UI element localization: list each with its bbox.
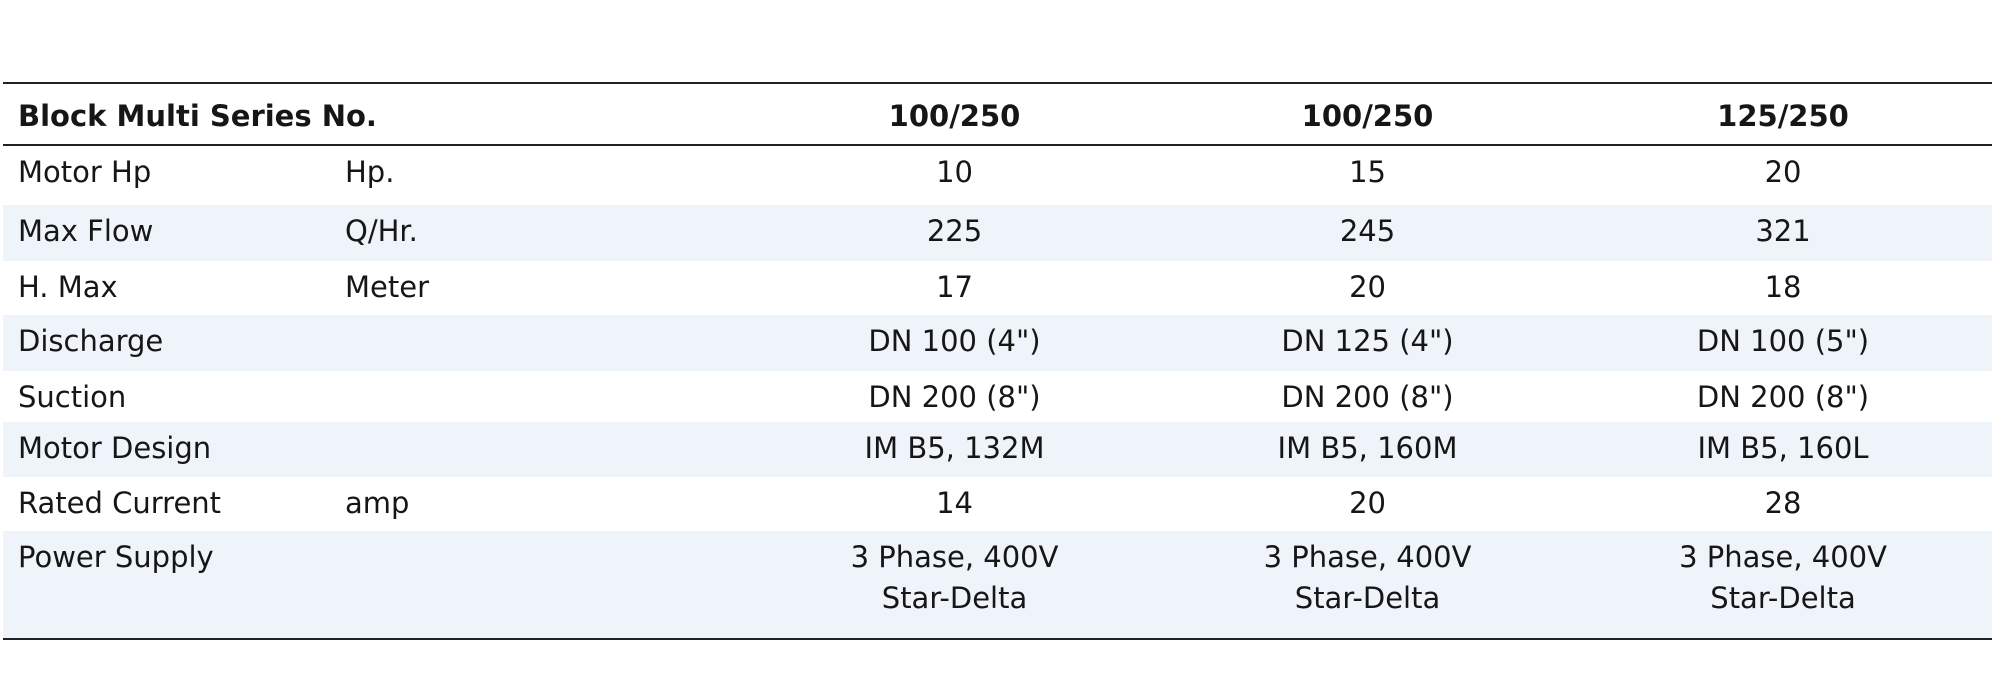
row-unit: amp: [345, 486, 410, 520]
spec-table: Block Multi Series No. 100/250 100/250 125…: [3, 82, 1993, 640]
row-unit: [330, 315, 748, 371]
row-label: Suction: [18, 380, 127, 414]
table-row: Max Flow Q/Hr. 225 245 321: [3, 205, 1993, 261]
row-label: Rated Current: [18, 486, 222, 520]
table-row: Motor Design IM B5, 132M IM B5, 160M IM B5,…: [3, 422, 1993, 477]
header-row: Block Multi Series No. 100/250 100/250 125…: [3, 83, 1993, 145]
cell-value: 15: [1349, 155, 1386, 189]
row-unit: Q/Hr.: [345, 214, 418, 248]
table-row: Rated Current amp 14 20 28: [3, 477, 1992, 531]
cell-value: 3 Phase, 400V Star-Delta: [850, 540, 1059, 615]
cell-value: DN 200 (8"): [868, 380, 1041, 414]
table-row: Motor Hp Hp. 10 15 20: [3, 145, 1992, 205]
row-unit: [330, 422, 748, 477]
row-unit: [330, 531, 748, 639]
row-label: H. Max: [18, 270, 118, 304]
cell-value: DN 200 (8"): [1696, 380, 1870, 414]
cell-value: 225: [926, 214, 983, 248]
cell-value: 14: [936, 486, 973, 520]
row-label: Motor Design: [18, 431, 212, 465]
row-label: Max Flow: [18, 214, 154, 248]
row-label: Motor Hp: [18, 155, 152, 189]
cell-value: 17: [936, 270, 973, 304]
row-unit: Meter: [345, 270, 429, 304]
table-header: Block Multi Series No. 100/250 100/250 125…: [3, 83, 1993, 145]
table-row: Suction DN 200 (8") DN 200 (8") DN 200 (8"): [3, 371, 1992, 422]
cell-value: 245: [1339, 214, 1396, 248]
cell-value: 321: [1755, 214, 1811, 248]
cell-value: IM B5, 160M: [1277, 431, 1458, 465]
table-row: H. Max Meter 17 20 18: [3, 261, 1992, 315]
cell-value: 20: [1764, 155, 1802, 189]
cell-value: 3 Phase, 400V Star-Delta: [1263, 540, 1472, 615]
cell-value: DN 100 (4"): [868, 324, 1041, 358]
cell-value: 10: [936, 155, 973, 189]
column-header: 125/250: [1717, 99, 1849, 133]
row-label: Discharge: [18, 324, 164, 358]
cell-value: DN 125 (4"): [1281, 324, 1454, 358]
cell-value: DN 100 (5"): [1696, 324, 1870, 358]
column-header: 100/250: [888, 99, 1021, 133]
header-title: Block Multi Series No.: [18, 99, 377, 133]
row-label: Power Supply: [18, 540, 214, 574]
cell-value: IM B5, 160L: [1697, 431, 1869, 465]
row-unit: Hp.: [345, 155, 395, 189]
cell-value: 18: [1764, 270, 1802, 304]
row-unit: [330, 371, 748, 422]
column-header: 100/250: [1301, 99, 1434, 133]
cell-value: 3 Phase, 400V Star-Delta: [1679, 540, 1887, 615]
cell-value: 28: [1764, 486, 1802, 520]
cell-value: 20: [1349, 486, 1386, 520]
cell-value: 20: [1349, 270, 1386, 304]
table-row: Power Supply 3 Phase, 400V Star-Delta 3 Ph…: [3, 531, 1993, 639]
table-body: Motor Hp Hp. 10 15 20 Max Flow Q/Hr. 225 245 321 H…: [3, 145, 1993, 639]
cell-value: IM B5, 132M: [864, 431, 1045, 465]
cell-value: DN 200 (8"): [1281, 380, 1454, 414]
table-row: Discharge DN 100 (4") DN 125 (4") DN 100 (5…: [3, 315, 1993, 371]
